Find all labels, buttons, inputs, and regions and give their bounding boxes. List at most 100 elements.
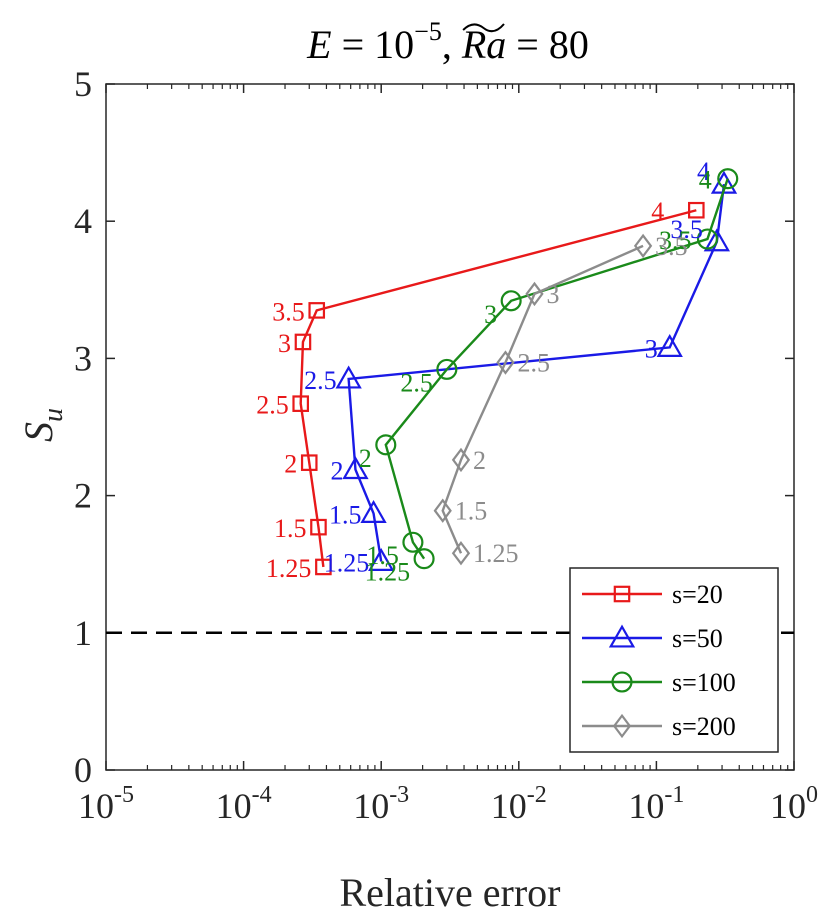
x-tick-label: 10-1 — [628, 782, 684, 826]
data-point — [402, 531, 424, 553]
data-point — [310, 518, 327, 536]
title-e-var: E — [306, 22, 331, 67]
y-tick-label: 0 — [74, 750, 92, 790]
y-axis-label: Su — [16, 408, 69, 442]
point-label: 3.5 — [272, 297, 305, 326]
data-point — [315, 558, 332, 576]
point-label: 1.25 — [365, 558, 411, 587]
series-layer — [292, 168, 739, 576]
point-label: 3.5 — [670, 215, 703, 244]
point-label: 1.5 — [329, 500, 362, 529]
data-point — [451, 447, 471, 473]
data-point — [335, 365, 362, 389]
legend-entry: s=50 — [582, 624, 723, 653]
point-label: 2 — [284, 450, 297, 479]
chart-title: E = 10−5, Ra = 80 — [306, 17, 589, 67]
data-point — [375, 434, 397, 456]
legend-entry: s=20 — [582, 580, 723, 609]
data-point — [703, 228, 730, 252]
point-label: 1.5 — [366, 541, 399, 570]
title-e-exp: −5 — [414, 17, 442, 46]
data-point — [308, 302, 326, 319]
point-label: 2.5 — [256, 391, 289, 420]
legend-entry: s=200 — [582, 712, 736, 741]
data-point — [451, 541, 471, 566]
data-point — [436, 358, 458, 380]
data-point — [688, 201, 705, 219]
data-point — [500, 290, 522, 312]
point-label: 2 — [473, 446, 486, 475]
legend-label: s=50 — [672, 624, 723, 653]
series-s=200 — [433, 233, 653, 566]
x-tick-label: 10-5 — [78, 782, 134, 826]
y-label-sub: u — [38, 408, 69, 422]
point-label: 2.5 — [304, 366, 337, 395]
data-point — [525, 281, 544, 307]
data-point — [342, 456, 369, 480]
data-point — [633, 233, 653, 259]
point-label: 3 — [546, 280, 559, 309]
point-label: 3.5 — [659, 226, 692, 255]
title-tilde-mark — [462, 23, 505, 33]
data-point — [292, 395, 310, 412]
legend-label: s=200 — [672, 712, 736, 741]
y-axis: 0 1 2 3 4 5 — [74, 64, 794, 790]
y-tick-label: 5 — [74, 64, 92, 104]
legend: s=20 s=50 s=100 s=200 — [569, 567, 779, 753]
y-tick-label: 2 — [74, 476, 92, 516]
data-point — [656, 333, 683, 357]
point-label: 3 — [278, 329, 291, 358]
y-label-var: S — [16, 422, 61, 442]
title-e-eq: = 10 — [332, 22, 415, 67]
data-point — [300, 454, 318, 471]
point-labels-layer: 1.251.522.533.541.251.522.533.541.251.52… — [256, 157, 712, 587]
data-point — [368, 547, 395, 571]
point-label: 2 — [330, 457, 343, 486]
point-label: 1.5 — [455, 497, 488, 526]
x-axis-label: Relative error — [340, 870, 561, 915]
title-ra-eq: = 80 — [506, 22, 589, 67]
point-label: 1.25 — [266, 554, 312, 583]
x-tick-label: 10-3 — [353, 782, 409, 826]
legend-label: s=20 — [672, 580, 723, 609]
data-point — [496, 350, 515, 375]
series-line — [299, 209, 697, 568]
point-label: 2 — [359, 444, 372, 473]
legend-marker — [608, 624, 636, 648]
point-label: 3.5 — [655, 232, 688, 261]
legend-marker — [613, 585, 631, 603]
point-label: 1.25 — [324, 548, 370, 577]
point-label: 4 — [697, 157, 710, 186]
legend-box — [569, 567, 779, 753]
y-tick-label: 4 — [74, 201, 92, 241]
x-tick-label: 100 — [770, 782, 818, 826]
legend-marker — [612, 713, 632, 739]
data-point — [696, 228, 719, 250]
series-line — [384, 178, 729, 560]
legend-entry: s=100 — [582, 668, 736, 697]
point-label: 3 — [645, 334, 658, 363]
legend-label: s=100 — [672, 668, 736, 697]
y-tick-label: 3 — [74, 338, 92, 378]
legend-marker — [611, 671, 633, 693]
point-label: 3 — [484, 300, 497, 329]
series-s=100 — [375, 168, 739, 570]
point-label: 1.25 — [473, 539, 519, 568]
point-label: 4 — [699, 166, 712, 195]
point-label: 2.5 — [517, 349, 550, 378]
data-point — [360, 499, 387, 523]
data-point — [433, 498, 452, 523]
x-tick-label: 10-4 — [216, 782, 272, 826]
x-tick-label: 10-2 — [491, 782, 547, 826]
point-label: 2.5 — [400, 368, 433, 397]
data-point — [294, 333, 312, 351]
point-label: 4 — [651, 197, 664, 226]
title-sep: , — [442, 22, 462, 67]
series-s=20 — [292, 201, 705, 576]
x-axis: 10-5 10-4 10-3 10-2 10-1 100 — [78, 84, 818, 826]
plot-area-frame — [105, 83, 795, 771]
data-point — [717, 168, 739, 190]
point-label: 1.5 — [274, 514, 307, 543]
data-point — [413, 548, 435, 570]
